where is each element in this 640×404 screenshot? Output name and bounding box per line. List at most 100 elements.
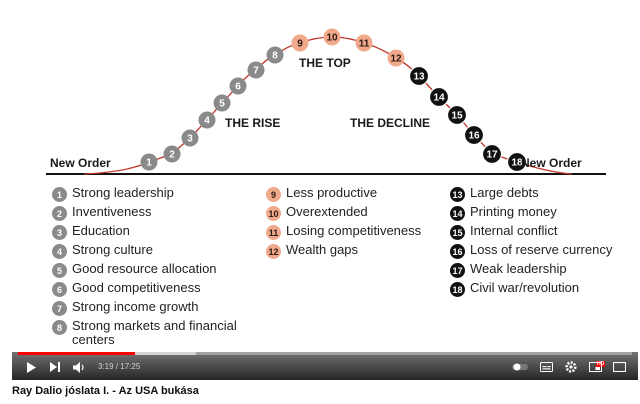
factor-text: Good resource allocation <box>72 261 217 276</box>
stage-number: 15 <box>451 111 463 122</box>
factor-number: 12 <box>266 244 281 259</box>
factor-number: 15 <box>450 225 465 240</box>
stage-number: 5 <box>219 99 225 110</box>
factor-item: 18 Civil war/revolution <box>450 281 630 297</box>
factor-text: Good competitiveness <box>72 280 201 295</box>
top-factors-list: 9 Less productive 10 Overextended 11 Losing c… <box>266 186 446 262</box>
stage-marker-5: 5 <box>213 94 231 112</box>
factor-item: 17 Weak leadership <box>450 262 630 278</box>
factor-number: 5 <box>52 263 67 278</box>
volume-icon <box>72 361 84 373</box>
stage-number: 6 <box>235 82 241 93</box>
factor-item: 12 Wealth gaps <box>266 243 446 259</box>
factor-text: Less productive <box>286 185 378 200</box>
next-button[interactable] <box>48 361 62 373</box>
new-order-left-label: New Order <box>50 156 111 170</box>
stage-marker-14: 14 <box>428 86 450 108</box>
factor-number: 10 <box>266 206 281 221</box>
progress-bar[interactable] <box>18 352 632 355</box>
factor-item: 2 Inventiveness <box>52 205 252 221</box>
time-separator: / <box>115 362 119 371</box>
factor-item: 16 Loss of reserve currency <box>450 243 630 259</box>
factor-item: 14 Printing money <box>450 205 630 221</box>
factor-number: 8 <box>52 320 67 335</box>
factor-number: 14 <box>450 206 465 221</box>
settings-button[interactable] <box>564 361 578 373</box>
factor-item: 9 Less productive <box>266 186 446 202</box>
stage-number: 9 <box>297 39 303 50</box>
factor-number: 13 <box>450 187 465 202</box>
stage-number: 11 <box>359 39 370 50</box>
factor-item: 1 Strong leadership <box>52 186 252 202</box>
factor-text: Strong income growth <box>72 299 199 314</box>
video-player[interactable]: 1 2 3 4 5 6 7 8 9 10 11 12 13 14 15 16 17 18 New Order Ne… <box>12 0 638 380</box>
stage-number: 14 <box>433 93 445 104</box>
factor-item: 8 Strong markets and financial centers <box>52 319 252 347</box>
stage-marker-7: 7 <box>247 61 265 79</box>
stage-marker-12: 12 <box>387 49 405 67</box>
decline-factors-list: 13 Large debts 14 Printing money 15 Internal … <box>450 186 630 300</box>
factor-item: 3 Education <box>52 224 252 240</box>
factor-text: Printing money <box>470 204 557 219</box>
stage-number: 13 <box>413 72 425 83</box>
stage-marker-1: 1 <box>140 153 158 171</box>
video-frame[interactable]: 1 2 3 4 5 6 7 8 9 10 11 12 13 14 15 16 17 18 New Order Ne… <box>12 0 638 352</box>
played-bar <box>18 352 135 355</box>
factor-text: Wealth gaps <box>286 242 359 257</box>
stage-number: 2 <box>169 150 175 161</box>
stage-number: 16 <box>468 131 480 142</box>
video-title: Ray Dalio jóslata I. - Az USA bukása <box>12 385 199 397</box>
miniplayer-button[interactable] <box>588 361 602 373</box>
stage-marker-4: 4 <box>198 111 216 129</box>
volume-button[interactable] <box>72 361 86 373</box>
new-order-right-label: New Order <box>521 156 582 170</box>
factor-text: Losing competitiveness <box>286 223 422 238</box>
stage-marker-8: 8 <box>266 46 284 64</box>
factor-item: 15 Internal conflict <box>450 224 630 240</box>
play-button[interactable] <box>24 361 38 373</box>
factor-text: Strong markets and financial centers <box>72 318 237 347</box>
factor-number: 9 <box>266 187 281 202</box>
factor-number: 16 <box>450 244 465 259</box>
factor-number: 7 <box>52 301 67 316</box>
factor-text: Internal conflict <box>470 223 558 238</box>
factor-number: 18 <box>450 282 465 297</box>
factor-text: Large debts <box>470 185 539 200</box>
factor-item: 13 Large debts <box>450 186 630 202</box>
stage-marker-17: 17 <box>481 143 503 165</box>
stage-marker-18: 18 <box>506 151 528 173</box>
autoplay-toggle-icon <box>512 363 528 371</box>
stage-number: 18 <box>511 158 523 169</box>
factor-number: 11 <box>266 225 281 240</box>
factor-text: Civil war/revolution <box>470 280 580 295</box>
factor-number: 6 <box>52 282 67 297</box>
player-controls-bar <box>12 352 638 380</box>
factor-item: 10 Overextended <box>266 205 446 221</box>
stage-marker-11: 11 <box>355 34 373 52</box>
subtitles-icon <box>539 362 553 372</box>
factor-item: 5 Good resource allocation <box>52 262 252 278</box>
top-label: THE TOP <box>299 56 351 70</box>
stage-marker-16: 16 <box>463 124 485 146</box>
stage-number: 4 <box>204 116 210 127</box>
autoplay-toggle[interactable] <box>512 361 528 373</box>
factor-number: 3 <box>52 225 67 240</box>
gear-icon <box>565 361 577 373</box>
stage-marker-3: 3 <box>181 129 199 147</box>
factor-number: 4 <box>52 244 67 259</box>
fullscreen-icon <box>612 362 626 372</box>
stage-marker-15: 15 <box>446 104 468 126</box>
factor-text: Inventiveness <box>72 204 152 219</box>
stage-number: 8 <box>272 51 278 62</box>
subtitles-button[interactable] <box>539 361 553 373</box>
stage-number: 7 <box>253 66 259 77</box>
factor-text: Strong leadership <box>72 185 174 200</box>
stage-marker-6: 6 <box>229 77 247 95</box>
stage-marker-13: 13 <box>408 65 430 87</box>
fullscreen-button[interactable] <box>612 361 626 373</box>
factor-number: 1 <box>52 187 67 202</box>
miniplayer-icon <box>588 362 602 372</box>
factor-item: 11 Losing competitiveness <box>266 224 446 240</box>
